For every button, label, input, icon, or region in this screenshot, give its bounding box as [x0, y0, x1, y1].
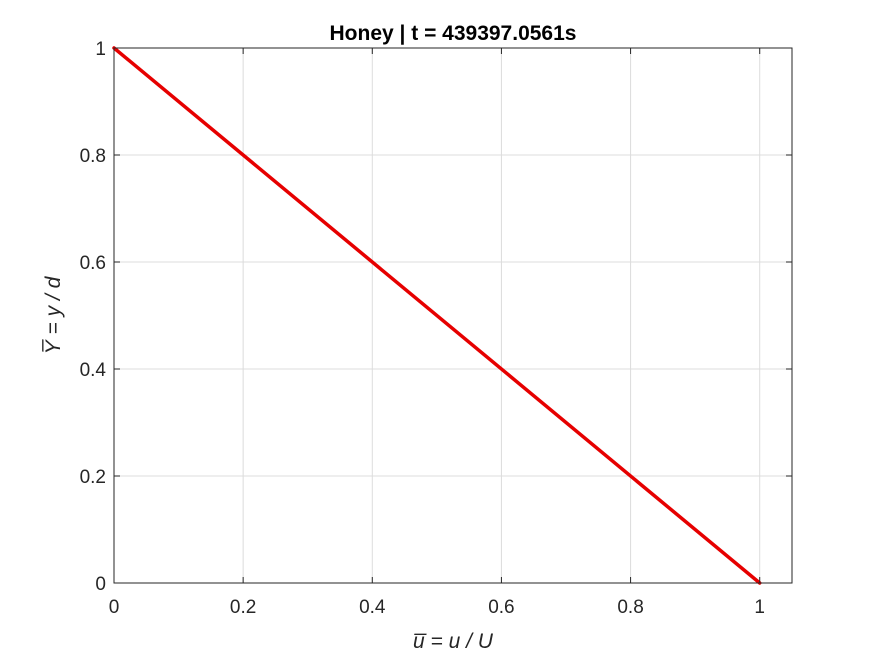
x-tick-label: 0.2: [230, 597, 256, 618]
plot-area: [114, 48, 792, 583]
y-tick-label: 0: [95, 574, 106, 595]
x-axis-label: u̅ = u / U: [413, 630, 494, 653]
y-axis-label: Y̅ = y / d: [42, 275, 65, 354]
x-tick-label: 0.8: [617, 597, 643, 618]
x-tick-label: 0.6: [488, 597, 514, 618]
x-tick-label: 1: [754, 597, 765, 618]
series-line: [112, 46, 762, 585]
y-tick-label: 1: [95, 39, 106, 60]
chart-title: Honey | t = 439397.0561s: [330, 22, 577, 45]
y-tick-label: 0.4: [80, 360, 107, 381]
tick-marks: [113, 47, 792, 584]
grid-lines: [113, 47, 792, 584]
x-tick-label: 0.4: [359, 597, 386, 618]
x-tick-label: 0: [109, 597, 120, 618]
y-tick-label: 0.2: [80, 467, 106, 488]
y-tick-label: 0.8: [80, 146, 106, 167]
axes-box: [113, 47, 793, 584]
tick-labels: 0 0.2 0.4 0.6 0.8 1 0 0.2 0.4 0.6 0.8 1: [80, 39, 765, 618]
y-tick-label: 0.6: [80, 253, 106, 274]
